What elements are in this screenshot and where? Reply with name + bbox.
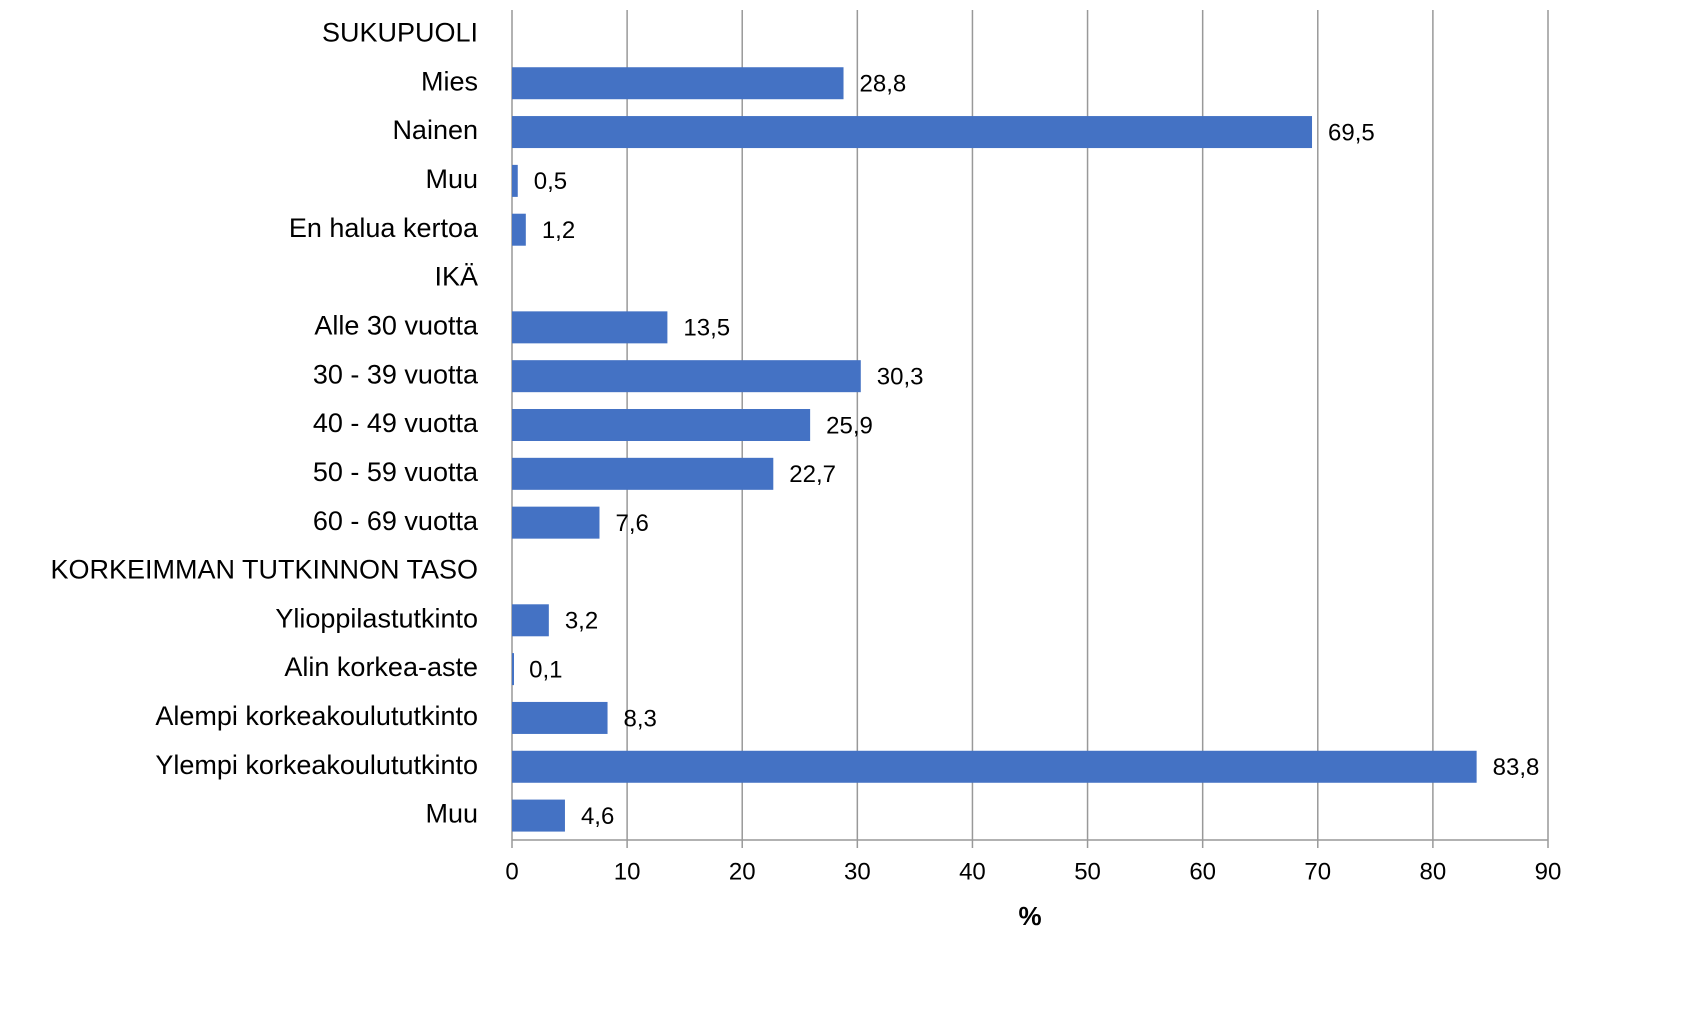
y-tick-label: Muu [425, 799, 478, 829]
y-tick-label: Ylempi korkeakoulututkinto [155, 750, 478, 780]
value-label: 25,9 [826, 412, 873, 439]
value-label: 69,5 [1328, 119, 1375, 146]
value-label: 30,3 [877, 364, 924, 391]
bar [512, 457, 774, 490]
value-label: 7,6 [615, 510, 648, 537]
y-tick-label: Muu [425, 164, 478, 194]
x-tick-label: 40 [959, 858, 986, 885]
y-tick-label: KORKEIMMAN TUTKINNON TASO [50, 555, 478, 585]
bar [512, 311, 668, 344]
x-tick-label: 20 [729, 858, 756, 885]
y-tick-label: SUKUPUOLI [322, 18, 478, 48]
y-tick-label: 60 - 69 vuotta [313, 506, 479, 536]
y-tick-label: 50 - 59 vuotta [313, 457, 479, 487]
y-tick-label: 40 - 49 vuotta [313, 408, 479, 438]
value-label: 0,1 [529, 656, 562, 683]
y-tick-label: Nainen [392, 115, 478, 145]
bar [512, 604, 549, 637]
value-label: 0,5 [534, 168, 567, 195]
value-label: 3,2 [565, 608, 598, 635]
bar [512, 701, 608, 734]
x-tick-label: 30 [844, 858, 871, 885]
bar [512, 653, 514, 686]
y-tick-label: 30 - 39 vuotta [313, 359, 479, 389]
y-tick-label: Alin korkea-aste [284, 652, 478, 682]
bar [512, 409, 811, 441]
bar [512, 67, 844, 100]
bar [512, 116, 1313, 149]
y-tick-label: Mies [421, 66, 478, 96]
value-label: 22,7 [789, 461, 836, 488]
bar [512, 360, 861, 393]
y-tick-label: Alle 30 vuotta [314, 310, 479, 340]
x-tick-label: 60 [1189, 858, 1216, 885]
x-tick-label: 10 [614, 858, 641, 885]
bar [512, 164, 518, 197]
x-tick-label: 80 [1420, 858, 1447, 885]
bar [512, 213, 526, 246]
value-label: 13,5 [683, 315, 730, 342]
value-label: 28,8 [860, 71, 907, 98]
x-tick-label: 70 [1304, 858, 1331, 885]
value-label: 83,8 [1493, 754, 1540, 781]
x-tick-label: 0 [505, 858, 518, 885]
y-tick-label: En halua kertoa [289, 213, 479, 243]
bar [512, 799, 565, 832]
value-label: 4,6 [581, 803, 614, 830]
x-axis-label: % [1018, 901, 1041, 931]
y-tick-label: IKÄ [434, 262, 478, 292]
y-tick-label: Alempi korkeakoulututkinto [155, 701, 478, 731]
x-tick-label: 90 [1535, 858, 1562, 885]
bar [512, 506, 600, 539]
value-label: 1,2 [542, 217, 575, 244]
bar [512, 750, 1477, 783]
y-tick-label: Ylioppilastutkinto [275, 603, 478, 633]
x-tick-label: 50 [1074, 858, 1101, 885]
value-label: 8,3 [624, 705, 657, 732]
